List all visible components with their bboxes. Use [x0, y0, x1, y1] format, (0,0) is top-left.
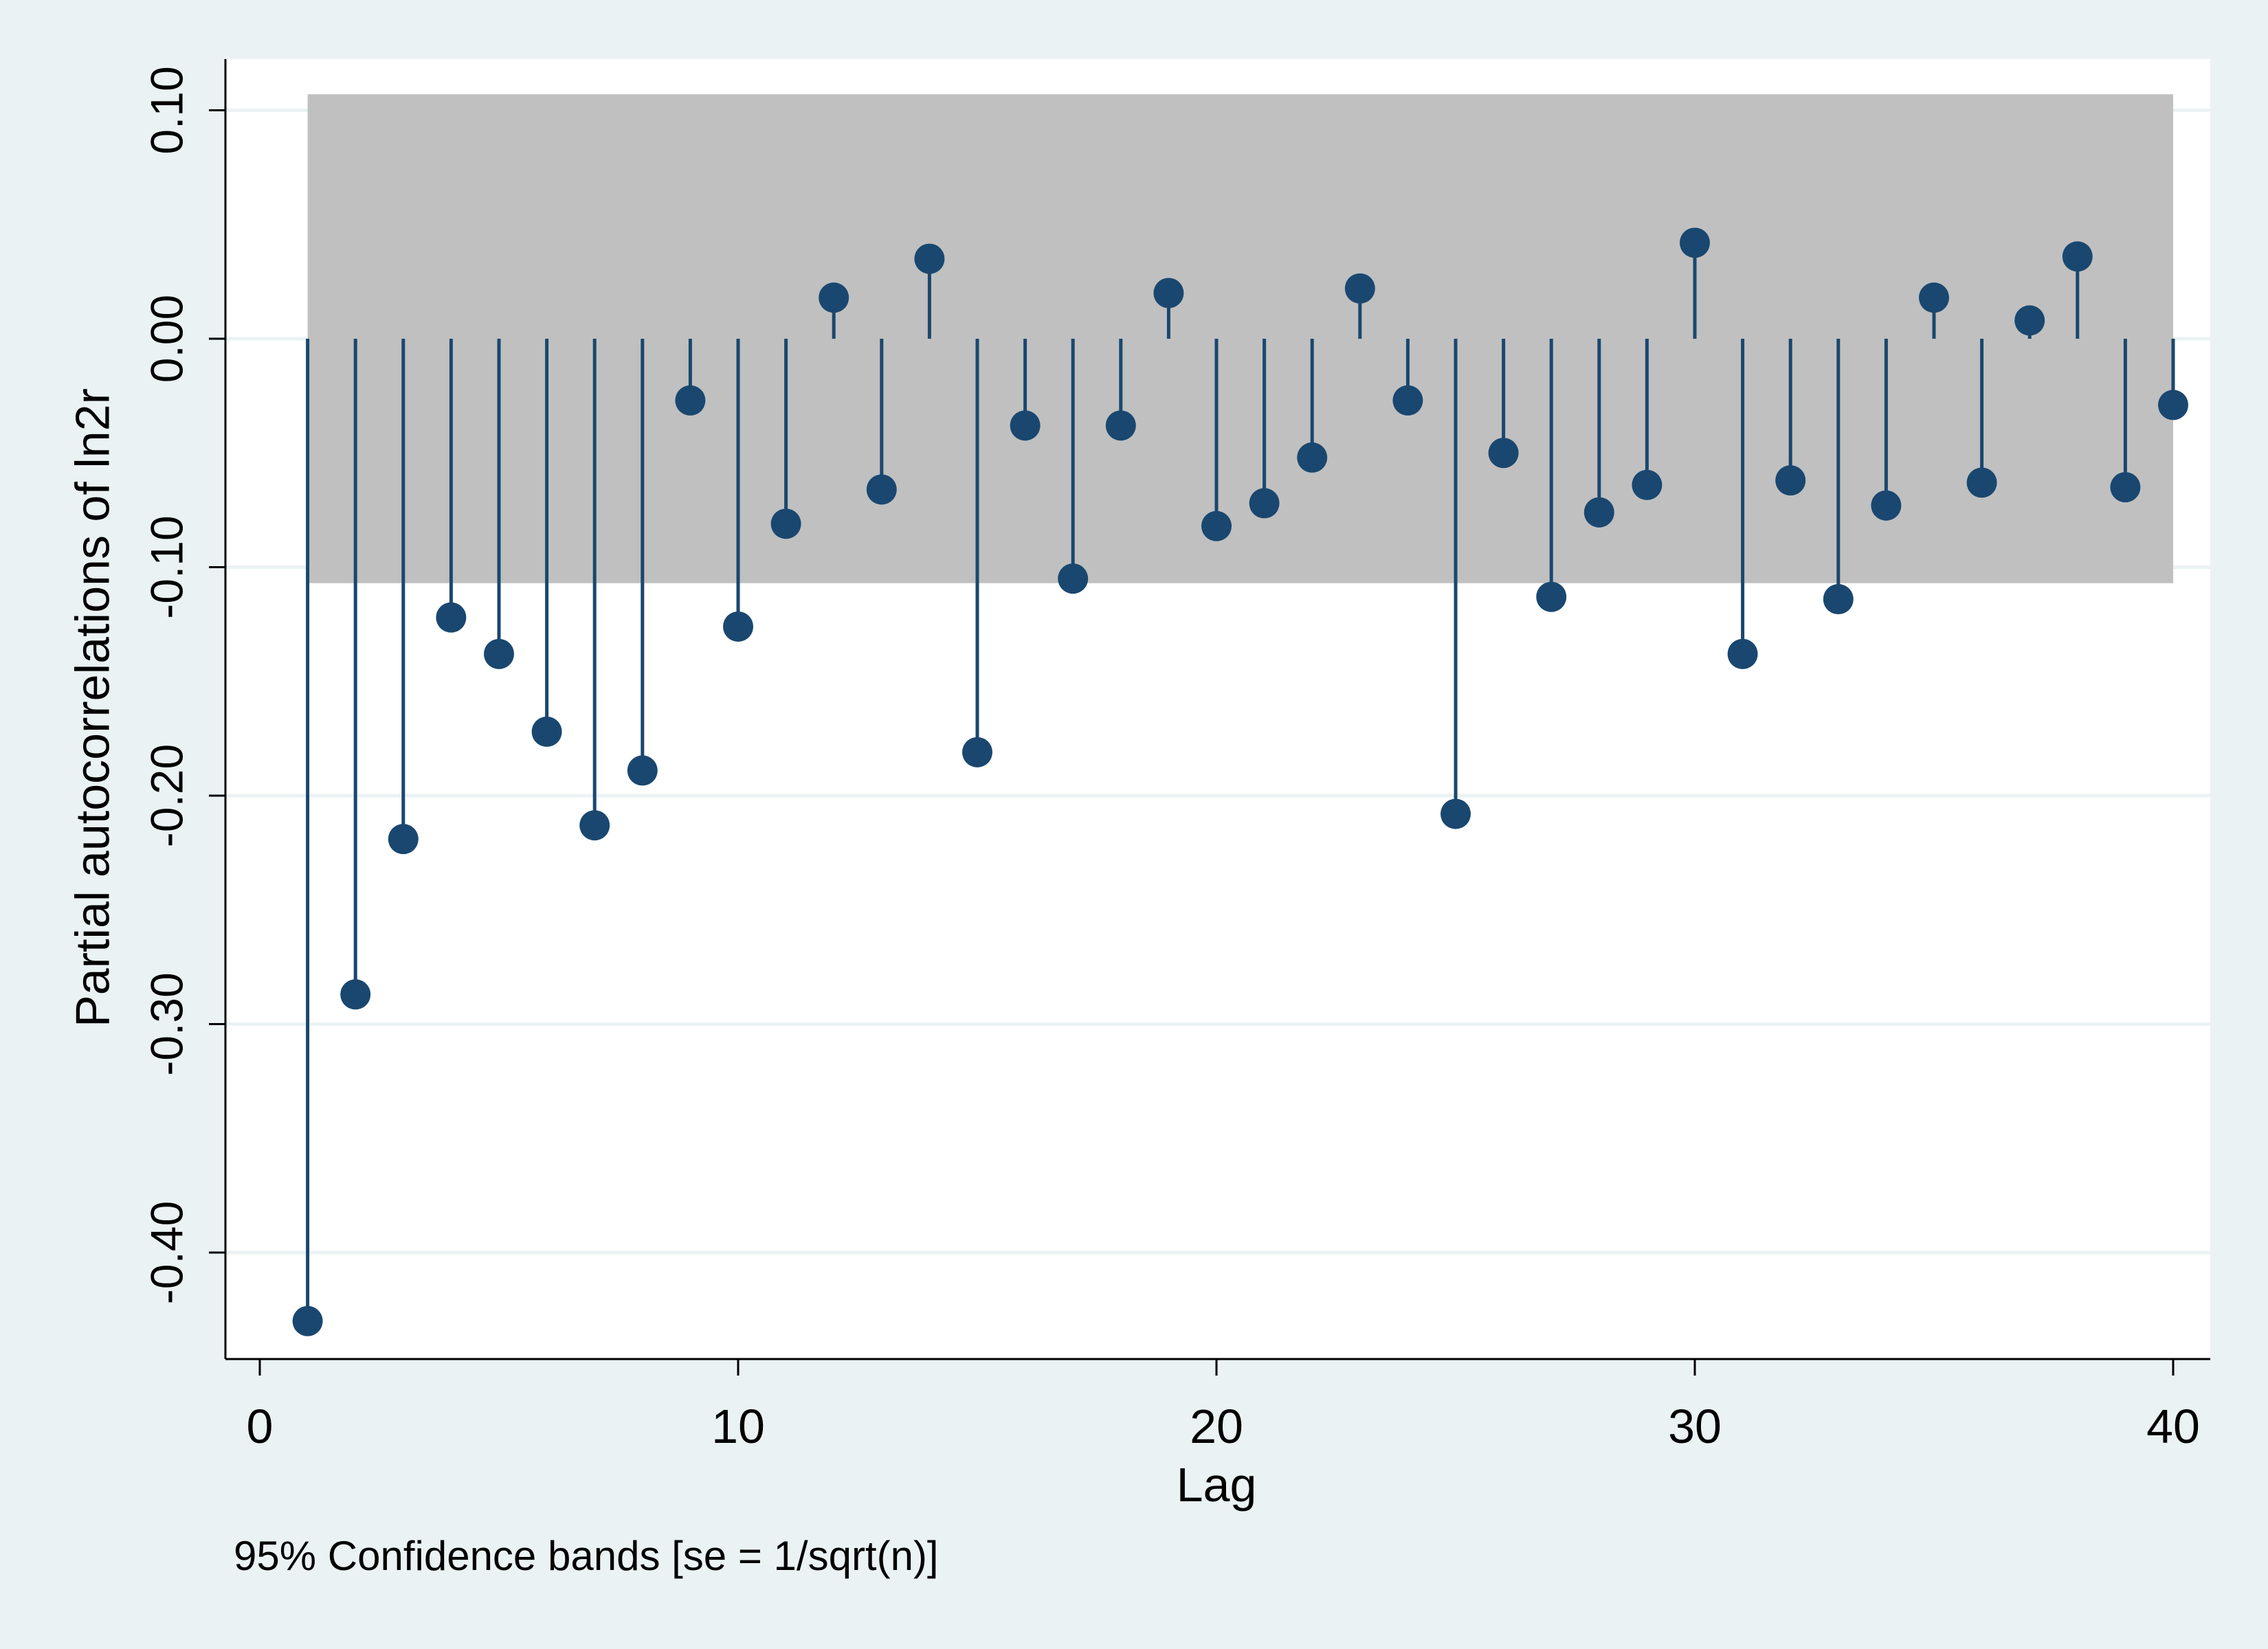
data-point — [2014, 305, 2045, 336]
data-point — [1297, 442, 1328, 473]
data-point — [1536, 581, 1567, 612]
x-ticks: 0 10 20 30 40 — [247, 1359, 2200, 1453]
data-point — [914, 243, 945, 274]
y-tick-label: -0.10 — [141, 515, 192, 618]
data-point — [1966, 467, 1997, 498]
data-point — [1441, 798, 1471, 829]
data-point — [962, 737, 992, 767]
data-point — [723, 611, 753, 642]
x-tick-label: 40 — [2146, 1400, 2200, 1453]
data-point — [1153, 278, 1184, 309]
points — [292, 227, 2188, 1336]
data-point — [1201, 511, 1232, 541]
data-point — [1058, 563, 1089, 594]
data-point — [1823, 584, 1854, 615]
data-point — [1775, 465, 1806, 496]
y-tick-label: 0.00 — [141, 295, 192, 383]
data-point — [340, 979, 371, 1010]
data-point — [1919, 282, 1949, 313]
x-tick-label: 10 — [711, 1400, 765, 1453]
data-point — [1344, 273, 1375, 304]
data-point — [1488, 438, 1519, 469]
data-point — [1249, 488, 1280, 519]
data-point — [675, 385, 706, 416]
confidence-band — [307, 94, 2173, 583]
data-point — [2158, 390, 2188, 420]
data-point — [2062, 241, 2093, 272]
data-point — [1392, 385, 1423, 416]
data-point — [1871, 490, 1902, 521]
data-point — [1105, 410, 1136, 441]
x-tick-label: 20 — [1190, 1400, 1243, 1453]
data-point — [627, 755, 658, 786]
data-point — [531, 716, 562, 747]
data-point — [1632, 469, 1663, 500]
x-axis-title: Lag — [1177, 1458, 1257, 1512]
data-point — [1680, 227, 1710, 258]
y-tick-label: -0.40 — [141, 1201, 192, 1304]
data-point — [866, 474, 897, 505]
x-tick-label: 0 — [247, 1400, 274, 1453]
y-axis-title: Partial autocorrelations of ln2r — [65, 388, 119, 1027]
data-point — [436, 602, 467, 633]
data-point — [484, 638, 514, 669]
y-tick-label: -0.20 — [141, 744, 192, 847]
data-point — [388, 824, 419, 855]
data-point — [1010, 410, 1041, 441]
data-point — [770, 508, 801, 539]
data-point — [1583, 497, 1614, 528]
y-tick-label: 0.10 — [141, 66, 192, 154]
data-point — [2110, 472, 2141, 503]
data-point — [819, 282, 849, 313]
data-point — [579, 810, 610, 841]
chart-note: 95% Confidence bands [se = 1/sqrt(n)] — [234, 1533, 939, 1579]
data-point — [292, 1305, 323, 1336]
x-tick-label: 30 — [1668, 1400, 1722, 1453]
data-point — [1727, 638, 1758, 669]
y-ticks: -0.40 -0.30 -0.20 -0.10 0.00 0.10 — [141, 66, 225, 1304]
y-tick-label: -0.30 — [141, 972, 192, 1075]
